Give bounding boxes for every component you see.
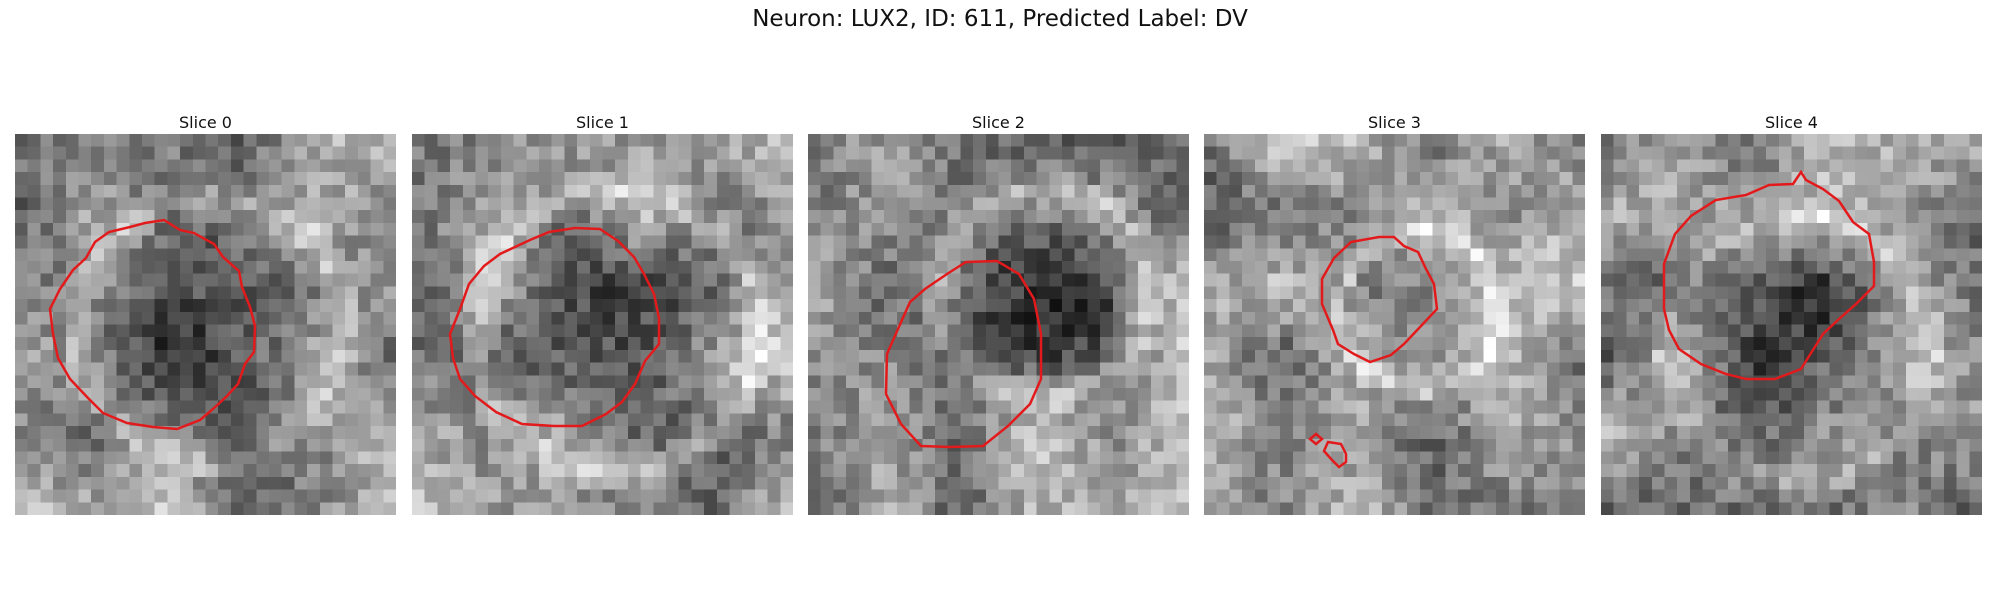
slice-image-0 <box>15 134 396 515</box>
slice-pixels <box>1204 134 1585 515</box>
figure-title: Neuron: LUX2, ID: 611, Predicted Label: … <box>752 6 1248 32</box>
roi-contour <box>448 226 661 428</box>
roi-contour <box>884 259 1043 449</box>
slice-image-4 <box>1601 134 1982 515</box>
slice-image-3 <box>1204 134 1585 515</box>
slice-image-1 <box>412 134 793 515</box>
slice-pixels <box>412 134 793 515</box>
slice-title: Slice 1 <box>576 113 629 132</box>
slice-panel-3: Slice 3 <box>1204 113 1585 521</box>
slice-panel-4: Slice 4 <box>1601 113 1982 521</box>
slice-title: Slice 3 <box>1368 113 1421 132</box>
roi-contour <box>48 218 257 431</box>
roi-contour <box>1308 235 1439 469</box>
slice-panel-1: Slice 1 <box>412 113 793 521</box>
slice-pixels <box>1601 134 1982 515</box>
slice-panel-0: Slice 0 <box>15 113 396 521</box>
slice-title: Slice 0 <box>179 113 232 132</box>
slice-panel-2: Slice 2 <box>808 113 1189 521</box>
slice-title: Slice 2 <box>972 113 1025 132</box>
slice-image-2 <box>808 134 1189 515</box>
slice-pixels <box>808 134 1189 515</box>
slice-title: Slice 4 <box>1765 113 1818 132</box>
roi-contour <box>1662 169 1876 381</box>
slice-pixels <box>15 134 396 515</box>
